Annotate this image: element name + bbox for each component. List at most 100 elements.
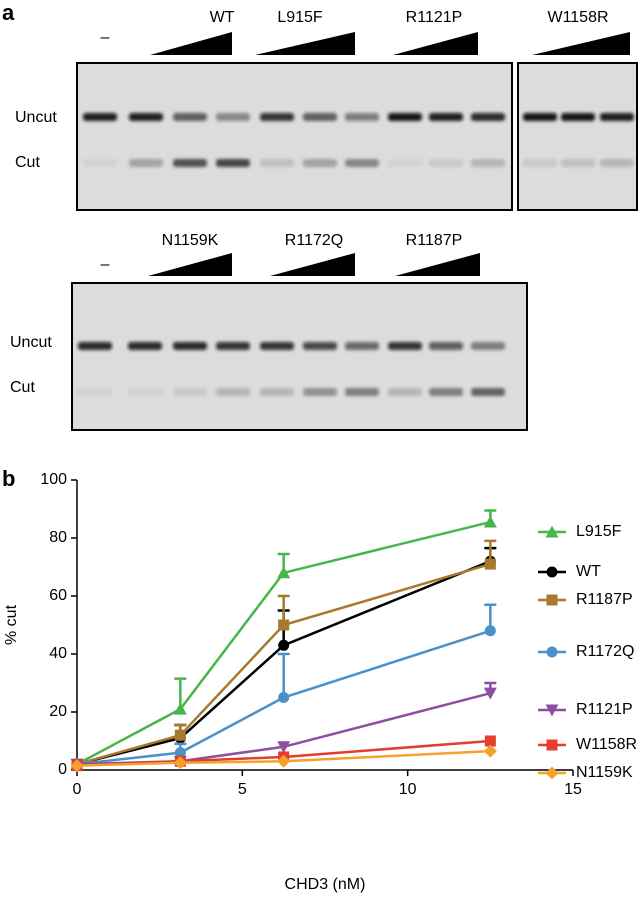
series-line [76,562,491,766]
legend-marker [545,704,559,717]
gel-band [523,113,557,121]
legend-marker [546,739,558,751]
gel-band [129,159,163,167]
gel-band [128,388,162,396]
gel-band [260,159,294,167]
gel-frame [517,62,638,211]
legend-marker [546,646,558,658]
gel-band [303,342,337,350]
gel-band [471,388,505,396]
data-point [173,702,187,715]
gel-band [429,113,463,121]
gradient-wedge [270,253,355,276]
gel-band [128,342,162,350]
data-point [484,735,496,747]
gel-band [345,342,379,350]
data-point [278,619,290,631]
y-tick-label: 100 [40,471,67,488]
gel-band [260,113,294,121]
series-line [76,629,491,766]
gel-band [303,159,337,167]
legend-marker [546,594,558,606]
data-point [277,754,291,768]
data-point [70,759,84,773]
gel-band [260,388,294,396]
gel-band [523,159,557,167]
data-point [174,729,186,741]
gel-band [129,113,163,121]
x-tick-label: 0 [73,781,82,798]
legend-marker [545,766,559,780]
x-axis-label: CHD3 (nM) [285,876,366,893]
gel-band [78,388,112,396]
data-point [483,515,497,528]
gel-band [345,113,379,121]
control-label: – [101,256,110,273]
legend-label: N1159K [576,764,633,781]
gel-band [429,159,463,167]
legend-marker [545,525,559,538]
row-label: Cut [15,154,40,171]
lane-group-label: R1121P [406,9,463,26]
x-tick-label: 10 [399,781,417,798]
x-tick-label: 5 [238,781,247,798]
y-tick-label: 0 [58,761,67,778]
data-point [277,566,291,579]
gradient-wedge [393,32,478,55]
gel-band [260,342,294,350]
legend-marker [546,566,558,578]
gel-band [216,388,250,396]
gel-band [345,388,379,396]
row-label: Uncut [10,334,52,351]
y-tick-label: 40 [49,645,67,662]
lane-group-label: N1159K [162,232,219,249]
data-point [484,625,496,637]
data-point [277,741,291,754]
gel-frame [76,62,513,211]
data-point [483,687,497,700]
gel-band [471,342,505,350]
lane-group-label: W1158R [547,9,608,26]
series-line [76,749,491,767]
gel-band [429,388,463,396]
gel-band [561,113,595,121]
gel-band [600,159,634,167]
panel-label: a [2,0,15,25]
gel-background [77,63,512,210]
y-axis-label: % cut [3,604,20,645]
gel-band [303,113,337,121]
gel-frame [71,282,528,431]
panel-label: b [2,466,15,491]
data-point [484,558,496,570]
gel-band [388,342,422,350]
gel-background [518,63,637,210]
lane-group-label: WT [210,9,235,26]
gel-band [388,388,422,396]
y-tick-label: 80 [49,529,67,546]
data-point [278,692,290,703]
gel-band [600,113,634,121]
series-line [76,520,491,766]
gel-band [173,388,207,396]
gradient-wedge [255,32,355,55]
legend-label: R1172Q [576,643,634,660]
legend-label: R1187P [576,591,633,608]
gel-band [471,113,505,121]
error-bar [277,652,290,698]
gel-band [471,159,505,167]
gel-band [83,113,117,121]
legend-label: L915F [576,523,622,540]
y-tick-label: 60 [49,587,67,604]
lane-group-label: R1172Q [285,232,343,249]
gradient-wedge [148,253,232,276]
gel-band [173,113,207,121]
gel-band [388,159,422,167]
y-tick-label: 20 [49,703,67,720]
gradient-wedge [150,32,232,55]
gel-band [216,342,250,350]
gel-band [561,159,595,167]
gel-band [216,159,250,167]
row-label: Cut [10,379,35,396]
gel-band [78,342,112,350]
